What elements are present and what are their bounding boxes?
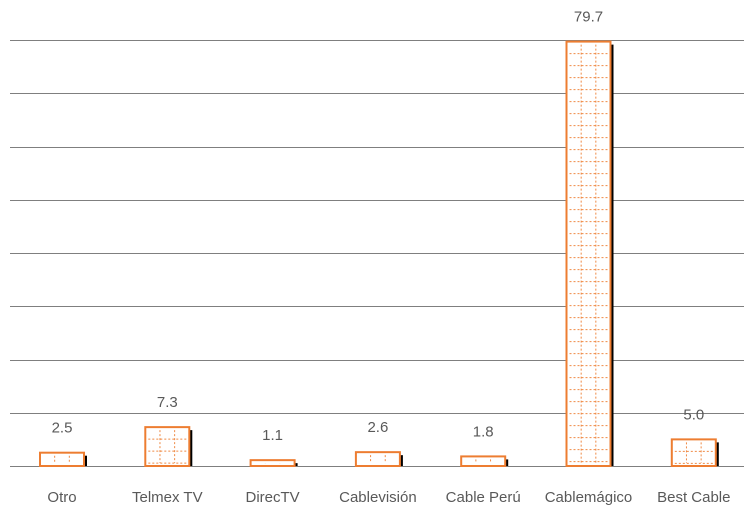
x-tick-label: Telmex TV xyxy=(132,489,203,506)
bar-6 xyxy=(670,438,719,467)
gridlines xyxy=(10,40,744,467)
x-tick-label: Cablevisión xyxy=(339,489,417,506)
bar-pattern xyxy=(54,455,70,463)
bar-rect xyxy=(354,451,401,467)
bar-pattern xyxy=(569,44,608,463)
x-tick-label: Best Cable xyxy=(657,489,730,506)
value-labels: 2.5 7.3 1.1 2.6 1.8 79.7 5.0 xyxy=(52,9,705,445)
bar-pattern xyxy=(148,430,187,464)
x-tick-label: Otro xyxy=(47,489,76,506)
bar-rect xyxy=(460,455,507,468)
bar-pattern xyxy=(674,442,713,464)
bar-rect xyxy=(565,40,612,467)
x-tick-label: Cable Perú xyxy=(446,489,521,506)
bars xyxy=(39,40,719,468)
bar-rect xyxy=(670,438,717,467)
bar-pattern xyxy=(370,455,386,463)
x-tick-label: DirecTV xyxy=(246,489,300,506)
bar-4 xyxy=(460,455,509,468)
bar-rect xyxy=(249,459,296,467)
value-label: 7.3 xyxy=(157,394,178,411)
x-axis-tick-labels: Otro Telmex TV DirecTV Cablevisión Cable Per… xyxy=(47,489,730,506)
bar-rect xyxy=(39,451,85,467)
bar-0 xyxy=(39,451,87,467)
value-label: 1.1 xyxy=(262,427,283,444)
value-label: 2.5 xyxy=(52,420,73,437)
value-label: 79.7 xyxy=(574,9,603,26)
bar-1 xyxy=(144,426,193,468)
bar-3 xyxy=(354,451,403,467)
value-label: 5.0 xyxy=(683,406,704,423)
value-label: 2.6 xyxy=(367,419,388,436)
x-tick-label: Cablemágico xyxy=(545,489,633,506)
bar-pattern xyxy=(475,459,492,463)
bar-2 xyxy=(249,459,298,467)
value-label: 1.8 xyxy=(473,423,494,440)
bar-5 xyxy=(565,40,614,467)
bar-rect xyxy=(144,426,191,468)
